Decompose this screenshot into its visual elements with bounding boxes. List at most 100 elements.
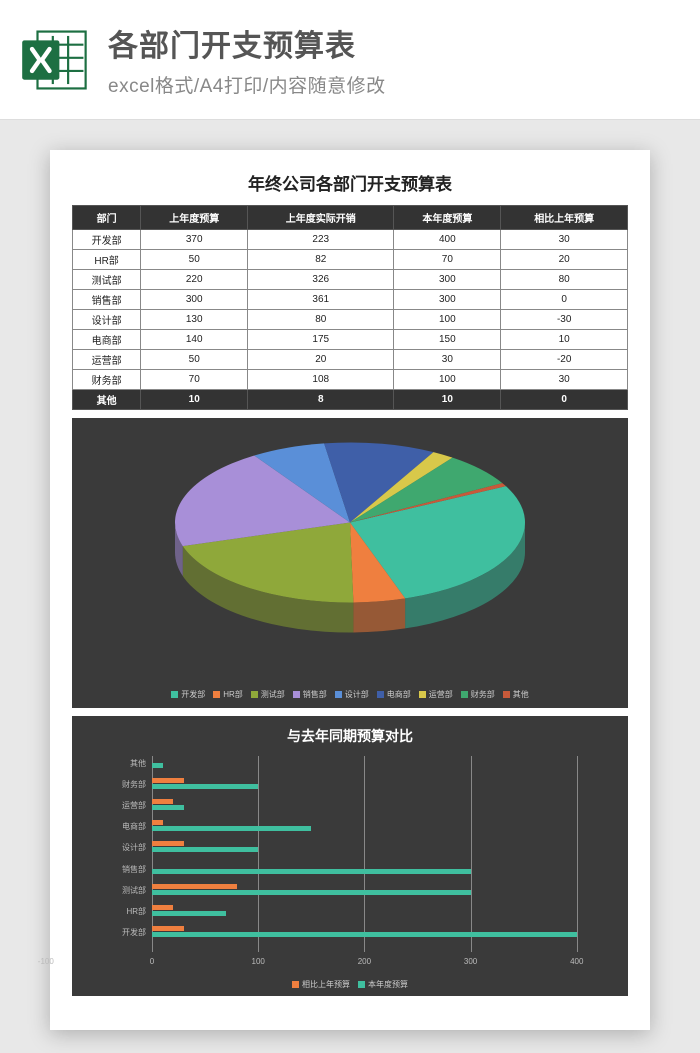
table-row: 设计部13080100-30	[73, 310, 628, 330]
table-cell: 220	[141, 270, 248, 290]
template-header: 各部门开支预算表 excel格式/A4打印/内容随意修改	[0, 0, 700, 120]
bar-row: 销售部	[152, 862, 598, 883]
table-cell: 20	[501, 250, 628, 270]
bar-本年度预算	[152, 869, 471, 874]
col-header: 上年度实际开销	[248, 206, 394, 230]
bar-category-label: 测试部	[122, 885, 146, 896]
bar-row: 财务部	[152, 777, 598, 798]
bar-相比上年预算	[152, 884, 237, 889]
table-cell: 300	[141, 290, 248, 310]
table-cell: 50	[141, 250, 248, 270]
bar-相比上年预算	[152, 841, 184, 846]
table-cell: 300	[394, 290, 501, 310]
table-footer-cell: 10	[141, 390, 248, 410]
bar-本年度预算	[152, 847, 258, 852]
table-cell: 326	[248, 270, 394, 290]
bar-本年度预算	[152, 932, 577, 937]
table-footer-row: 其他108100	[73, 390, 628, 410]
table-row: 测试部22032630080	[73, 270, 628, 290]
col-header: 相比上年预算	[501, 206, 628, 230]
document-title: 年终公司各部门开支预算表	[72, 170, 628, 195]
bar-legend: 相比上年预算本年度预算	[72, 979, 628, 990]
x-tick: 400	[570, 957, 583, 966]
bar-row: 其他	[152, 756, 598, 777]
table-cell: 370	[141, 230, 248, 250]
table-cell: 设计部	[73, 310, 141, 330]
table-cell: 0	[501, 290, 628, 310]
table-cell: -20	[501, 350, 628, 370]
table-cell: 20	[248, 350, 394, 370]
bar-row: HR部	[152, 904, 598, 925]
table-row: 开发部37022340030	[73, 230, 628, 250]
bar-category-label: 销售部	[122, 864, 146, 875]
legend-item: 本年度预算	[358, 979, 408, 990]
legend-item: 测试部	[251, 689, 285, 700]
bar-category-label: 设计部	[122, 842, 146, 853]
bar-row: 运营部	[152, 798, 598, 819]
bar-row: 设计部	[152, 840, 598, 861]
legend-item: 运营部	[419, 689, 453, 700]
table-cell: 70	[394, 250, 501, 270]
table-cell: 30	[394, 350, 501, 370]
x-tick: 0	[150, 957, 154, 966]
x-tick: 100	[252, 957, 265, 966]
bar-category-label: 运营部	[122, 800, 146, 811]
bar-相比上年预算	[152, 905, 173, 910]
table-cell: 108	[248, 370, 394, 390]
table-cell: 50	[141, 350, 248, 370]
table-cell: 80	[501, 270, 628, 290]
bar-本年度预算	[152, 763, 163, 768]
template-subtitle: excel格式/A4打印/内容随意修改	[108, 71, 680, 98]
table-cell: 223	[248, 230, 394, 250]
bar-category-label: HR部	[126, 906, 146, 917]
bar-本年度预算	[152, 805, 184, 810]
x-tick: 300	[464, 957, 477, 966]
table-cell: 140	[141, 330, 248, 350]
table-cell: 150	[394, 330, 501, 350]
table-cell: 测试部	[73, 270, 141, 290]
table-cell: 100	[394, 370, 501, 390]
table-cell: 175	[248, 330, 394, 350]
bar-category-label: 电商部	[122, 821, 146, 832]
bar-本年度预算	[152, 911, 226, 916]
table-cell: 80	[248, 310, 394, 330]
legend-item: HR部	[213, 689, 243, 700]
legend-item: 开发部	[171, 689, 205, 700]
table-footer-cell: 0	[501, 390, 628, 410]
pie-chart: 开发部HR部测试部销售部设计部电商部运营部财务部其他	[72, 418, 628, 708]
col-header: 上年度预算	[141, 206, 248, 230]
table-cell: 销售部	[73, 290, 141, 310]
table-footer-cell: 10	[394, 390, 501, 410]
bar-chart: 与去年同期预算对比 -1000100200300400其他财务部运营部电商部设计…	[72, 716, 628, 996]
table-footer-cell: 其他	[73, 390, 141, 410]
table-row: 财务部7010810030	[73, 370, 628, 390]
bar-本年度预算	[152, 890, 471, 895]
legend-item: 设计部	[335, 689, 369, 700]
bar-row: 测试部	[152, 883, 598, 904]
bar-相比上年预算	[152, 799, 173, 804]
table-row: 运营部502030-20	[73, 350, 628, 370]
legend-item: 其他	[503, 689, 529, 700]
table-cell: 361	[248, 290, 394, 310]
bar-category-label: 开发部	[122, 927, 146, 938]
table-cell: -30	[501, 310, 628, 330]
table-row: HR部50827020	[73, 250, 628, 270]
bar-相比上年预算	[152, 820, 163, 825]
budget-table: 部门上年度预算上年度实际开销本年度预算相比上年预算 开发部37022340030…	[72, 205, 628, 410]
bar-本年度预算	[152, 826, 311, 831]
table-cell: 400	[394, 230, 501, 250]
x-tick: -100	[38, 957, 54, 966]
table-cell: 30	[501, 370, 628, 390]
bar-category-label: 财务部	[122, 779, 146, 790]
document-page: 年终公司各部门开支预算表 部门上年度预算上年度实际开销本年度预算相比上年预算 开…	[50, 150, 650, 1030]
pie-svg	[170, 437, 530, 637]
table-cell: 300	[394, 270, 501, 290]
table-cell: 财务部	[73, 370, 141, 390]
bar-row: 电商部	[152, 819, 598, 840]
table-cell: 10	[501, 330, 628, 350]
pie-legend: 开发部HR部测试部销售部设计部电商部运营部财务部其他	[72, 689, 628, 700]
table-cell: 30	[501, 230, 628, 250]
table-cell: 82	[248, 250, 394, 270]
table-cell: 100	[394, 310, 501, 330]
table-cell: 运营部	[73, 350, 141, 370]
